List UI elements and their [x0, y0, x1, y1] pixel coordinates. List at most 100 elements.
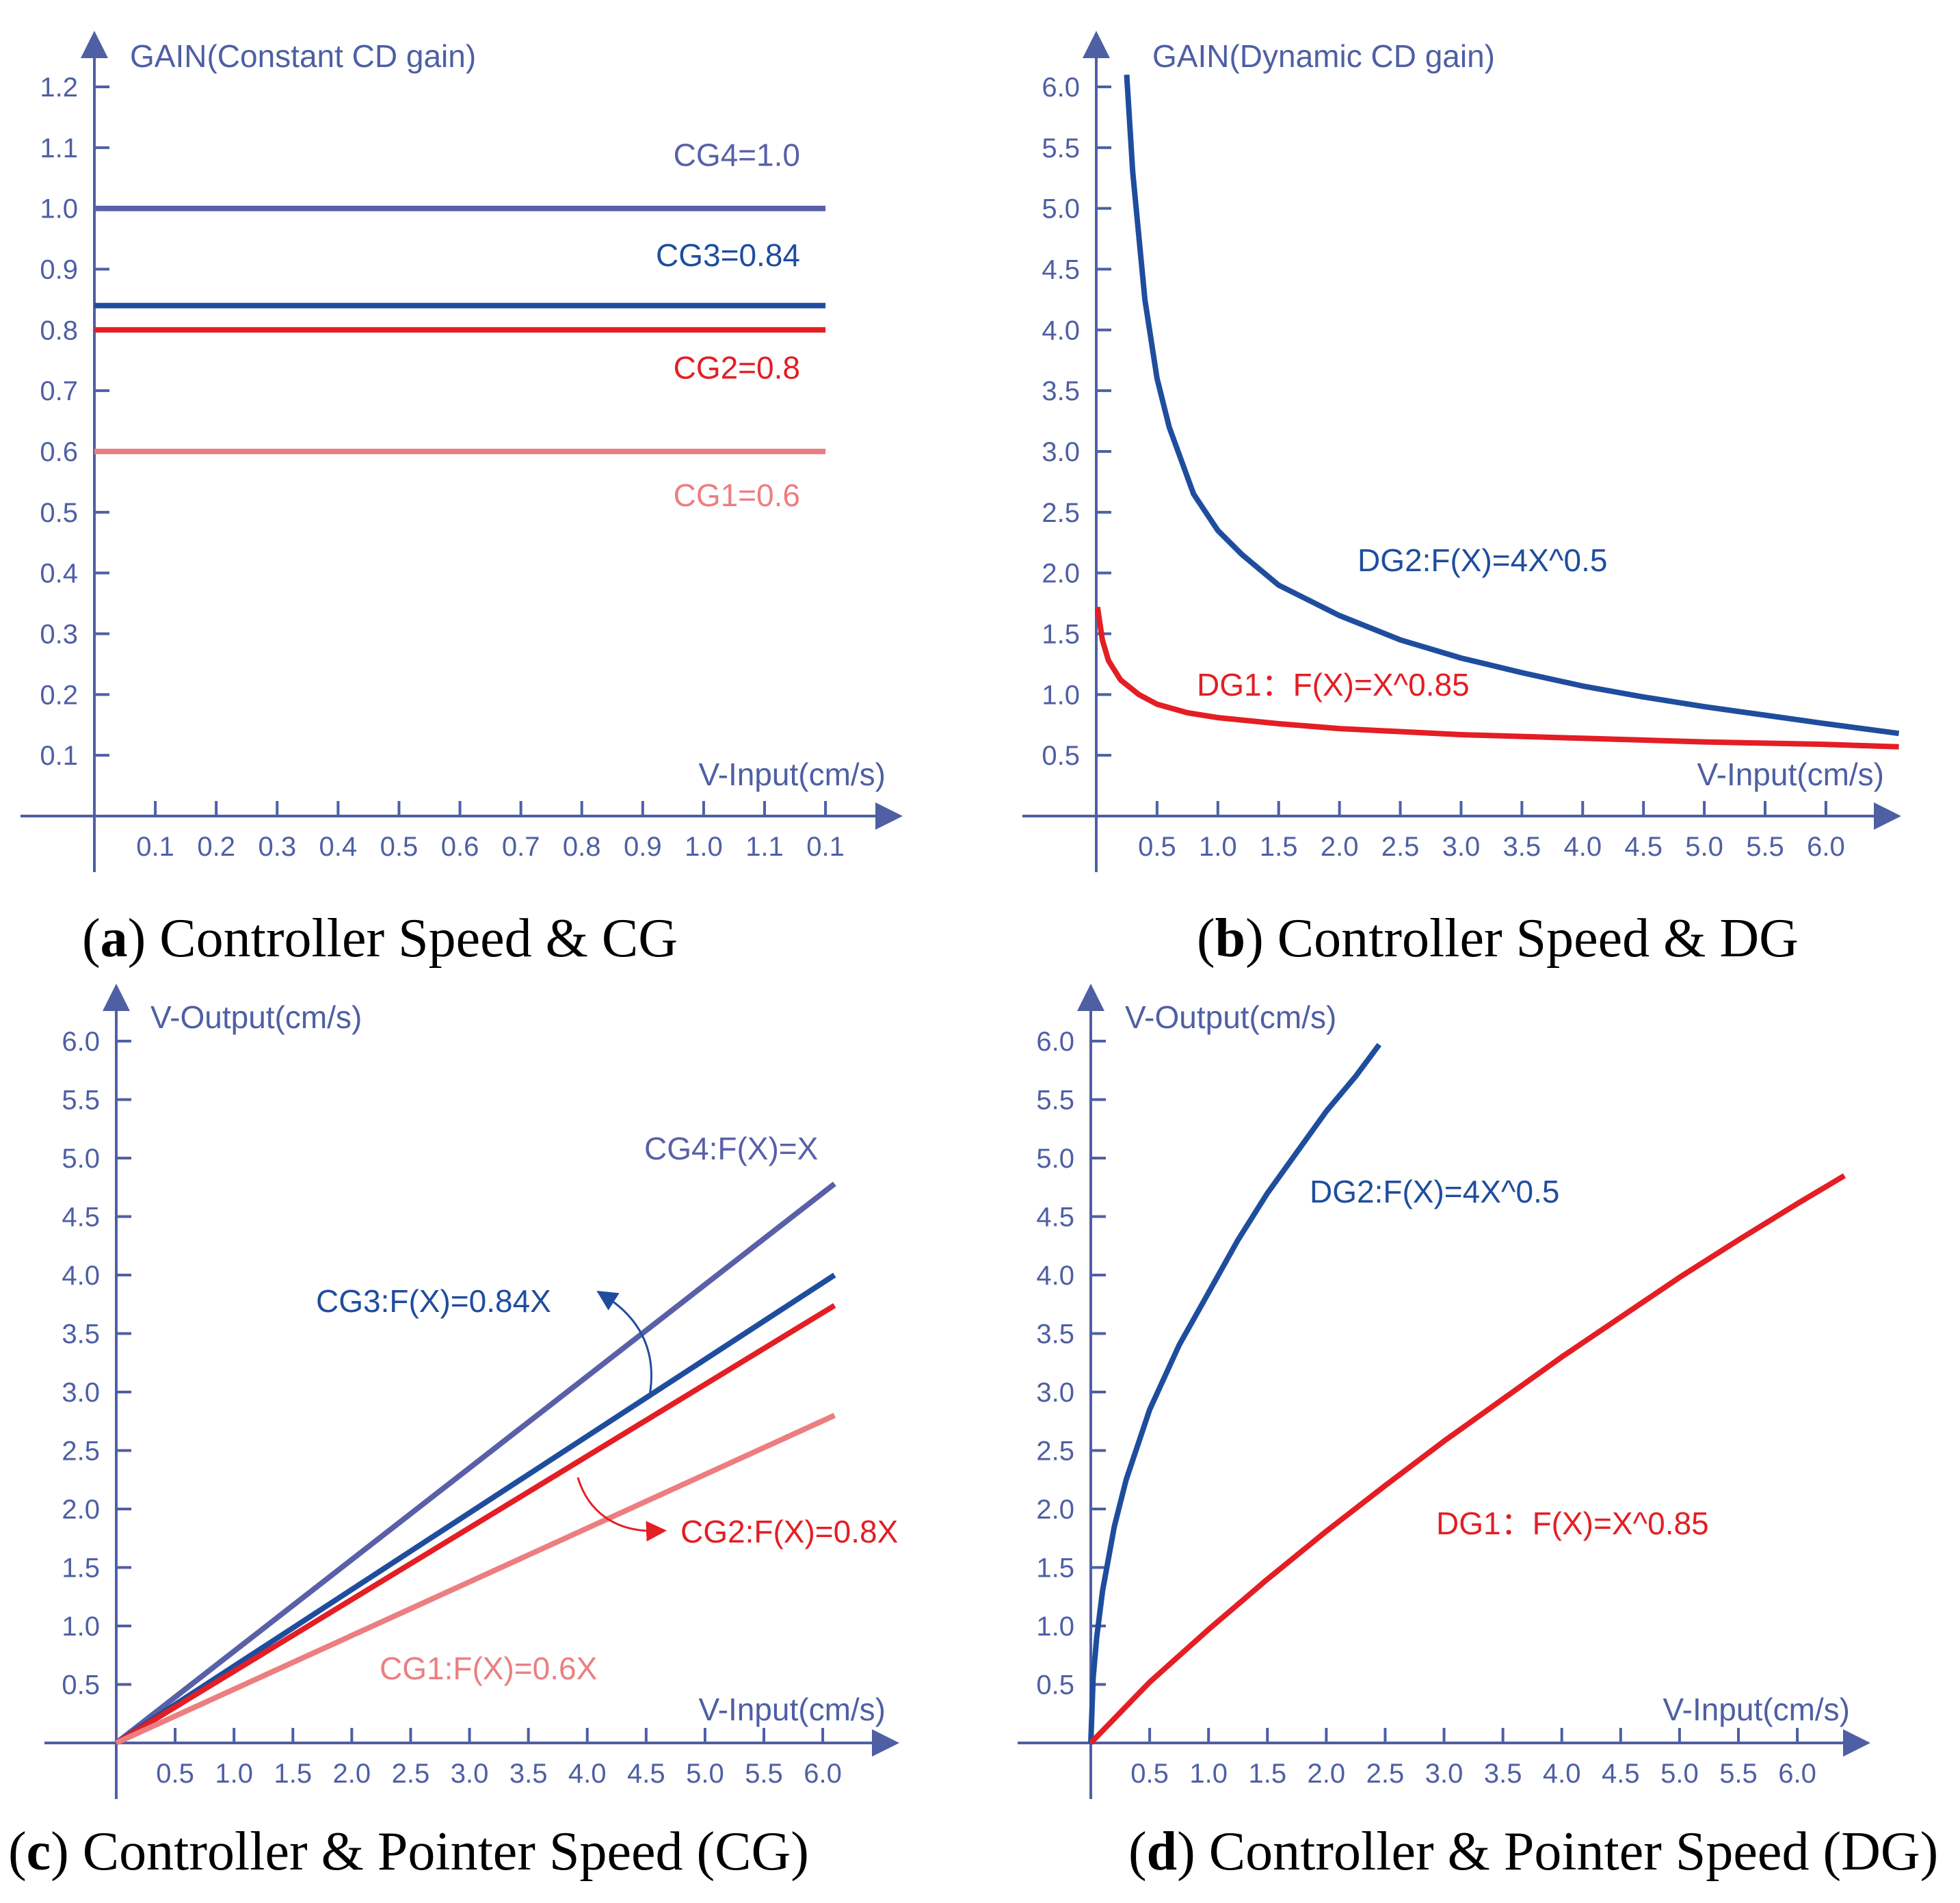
y-tick-label-b: 2.0	[1042, 559, 1080, 589]
series-group-c: CG4:F(X)=X CG3:F(X)=0.84X CG2:F(X)=0.8X CG1…	[114, 1131, 898, 1746]
series-label-d-dg2: DG2:F(X)=4X^0.5	[1310, 1174, 1559, 1209]
panel-d: 0.5 1.0 1.5 2.0 2.5 3.0 3.5 4.0 4.5 5.0 5.5 6.0 0.5 1…	[1018, 984, 1938, 1882]
series-line-c-cg2	[114, 1303, 836, 1746]
y-tick-label-c: 4.5	[62, 1203, 100, 1233]
y-tick-label-a: 0.1	[40, 741, 78, 771]
y-tick-label-d: 2.0	[1036, 1495, 1074, 1525]
y-tick-label-c: 4.0	[62, 1261, 100, 1291]
axes-b: 0.5 1.0 1.5 2.0 2.5 3.0 3.5 4.0 4.5 5.0 5.5 6.0 0.5 1…	[1022, 31, 1901, 872]
y-tick-label-b: 1.0	[1042, 680, 1080, 710]
y-tick-label-d: 2.5	[1036, 1436, 1074, 1467]
series-line-d-dg2	[1088, 1042, 1382, 1744]
x-tick-label-a: 0.4	[319, 832, 358, 862]
x-tick-label-a: 0.7	[502, 832, 540, 862]
y-tick-label-b: 2.5	[1042, 498, 1080, 528]
y-tick-label-b: 4.0	[1042, 315, 1080, 345]
x-tick-label-a: 0.3	[258, 832, 296, 862]
panel-c: 0.5 1.0 1.5 2.0 2.5 3.0 3.5 4.0 4.5 5.0 5.5 6.0 0.5 1…	[8, 984, 899, 1882]
y-axis-title-d: V-Output(cm/s)	[1125, 999, 1336, 1035]
x-tick-label-a: 0.1	[806, 832, 845, 862]
panel-b: 0.5 1.0 1.5 2.0 2.5 3.0 3.5 4.0 4.5 5.0 5.5 6.0 0.5 1…	[1022, 31, 1901, 969]
x-tick-label-d: 4.0	[1543, 1759, 1581, 1789]
y-tick-label-b: 1.5	[1042, 620, 1080, 650]
x-tick-label-c: 4.0	[568, 1759, 607, 1789]
y-tick-label-a: 1.1	[40, 133, 78, 163]
series-label-c-cg3: CG3:F(X)=0.84X	[316, 1283, 551, 1319]
y-tick-label-c: 2.0	[62, 1495, 100, 1525]
axes-c: 0.5 1.0 1.5 2.0 2.5 3.0 3.5 4.0 4.5 5.0 5.5 6.0 0.5 1…	[44, 984, 899, 1799]
series-label-a-cg3: CG3=0.84	[656, 237, 800, 273]
x-tick-label-b: 0.5	[1138, 832, 1176, 862]
series-line-d-dg1	[1089, 1173, 1846, 1745]
x-tick-label-d: 4.5	[1602, 1759, 1640, 1789]
y-tick-label-c: 0.5	[62, 1670, 100, 1701]
y-tick-label-d: 0.5	[1036, 1670, 1074, 1701]
x-tick-label-c: 0.5	[156, 1759, 194, 1789]
y-axis-title-b: GAIN(Dynamic CD gain)	[1152, 38, 1495, 74]
y-tick-label-b: 5.5	[1042, 133, 1080, 163]
x-tick-label-a: 0.2	[197, 832, 235, 862]
y-axis-title-c: V-Output(cm/s)	[150, 999, 362, 1035]
y-tick-label-b: 3.5	[1042, 376, 1080, 406]
y-tick-label-c: 3.5	[62, 1320, 100, 1350]
y-tick-label-b: 3.0	[1042, 437, 1080, 467]
y-tick-label-d: 5.5	[1036, 1086, 1074, 1116]
series-line-b-dg1	[1094, 606, 1899, 750]
y-tick-label-a: 1.0	[40, 194, 78, 224]
x-tick-label-c: 2.5	[392, 1759, 430, 1789]
series-line-b-dg2	[1124, 74, 1900, 737]
series-line-c-cg4	[114, 1181, 836, 1746]
series-label-c-cg1: CG1:F(X)=0.6X	[380, 1651, 597, 1686]
x-tick-label-c: 1.0	[215, 1759, 253, 1789]
y-tick-label-a: 0.5	[40, 498, 78, 528]
caption-letter-c: c	[27, 1822, 51, 1882]
y-tick-label-c: 1.5	[62, 1553, 100, 1584]
series-label-b-dg2: DG2:F(X)=4X^0.5	[1358, 542, 1607, 578]
y-tick-label-d: 4.0	[1036, 1261, 1074, 1291]
x-tick-label-d: 3.5	[1484, 1759, 1522, 1789]
x-tick-label-b: 3.5	[1503, 832, 1541, 862]
y-tick-label-c: 5.0	[62, 1144, 100, 1174]
x-tick-label-a: 0.6	[441, 832, 479, 862]
x-tick-label-c: 4.5	[627, 1759, 665, 1789]
series-group-a: CG4=1.0 CG3=0.84 CG2=0.8 CG1=0.6	[94, 137, 826, 513]
x-tick-label-a: 0.8	[563, 832, 601, 862]
x-tick-label-b: 5.0	[1685, 832, 1723, 862]
y-tick-label-b: 5.0	[1042, 194, 1080, 224]
x-tick-label-a: 0.1	[136, 832, 174, 862]
series-label-b-dg1: DG1：F(X)=X^0.85	[1197, 667, 1470, 703]
y-tick-label-a: 0.7	[40, 376, 78, 406]
series-group-b: DG2:F(X)=4X^0.5 DG1：F(X)=X^0.85	[1094, 74, 1900, 750]
y-tick-label-a: 0.9	[40, 255, 78, 285]
y-tick-label-d: 6.0	[1036, 1027, 1074, 1057]
x-tick-label-d: 1.5	[1248, 1759, 1286, 1789]
series-line-c-cg1	[115, 1413, 836, 1746]
caption-letter-d: d	[1147, 1822, 1178, 1882]
x-tick-label-b: 3.0	[1442, 832, 1481, 862]
y-tick-label-c: 1.0	[62, 1612, 100, 1642]
axes-d: 0.5 1.0 1.5 2.0 2.5 3.0 3.5 4.0 4.5 5.0 5.5 6.0 0.5 1…	[1018, 984, 1870, 1799]
x-tick-label-d: 5.0	[1660, 1759, 1699, 1789]
y-tick-label-a: 0.4	[40, 559, 78, 589]
x-tick-label-c: 2.0	[333, 1759, 371, 1789]
y-axis-title-a: GAIN(Constant CD gain)	[130, 38, 476, 74]
y-tick-label-c: 6.0	[62, 1027, 100, 1057]
y-tick-label-d: 1.0	[1036, 1612, 1074, 1642]
caption-text-a: Controller Speed & CG	[159, 908, 678, 969]
caption-text-c: Controller & Pointer Speed (CG)	[83, 1822, 809, 1882]
x-tick-label-c: 1.5	[274, 1759, 312, 1789]
x-tick-label-d: 2.0	[1308, 1759, 1346, 1789]
x-tick-label-b: 4.0	[1563, 832, 1602, 862]
y-tick-label-d: 5.0	[1036, 1144, 1074, 1174]
series-label-c-cg4: CG4:F(X)=X	[644, 1131, 818, 1166]
x-tick-label-b: 2.0	[1321, 832, 1359, 862]
x-tick-label-b: 2.5	[1381, 832, 1420, 862]
series-group-d: DG2:F(X)=4X^0.5 DG1：F(X)=X^0.85	[1088, 1042, 1846, 1745]
caption-c: (c) Controller & Pointer Speed (CG)	[8, 1822, 809, 1882]
series-label-c-cg2: CG2:F(X)=0.8X	[680, 1514, 898, 1549]
caption-b: (b) Controller Speed & DG	[1197, 908, 1799, 969]
x-tick-label-d: 3.0	[1425, 1759, 1464, 1789]
caption-letter-a: a	[101, 908, 128, 969]
caption-letter-b: b	[1215, 908, 1246, 969]
